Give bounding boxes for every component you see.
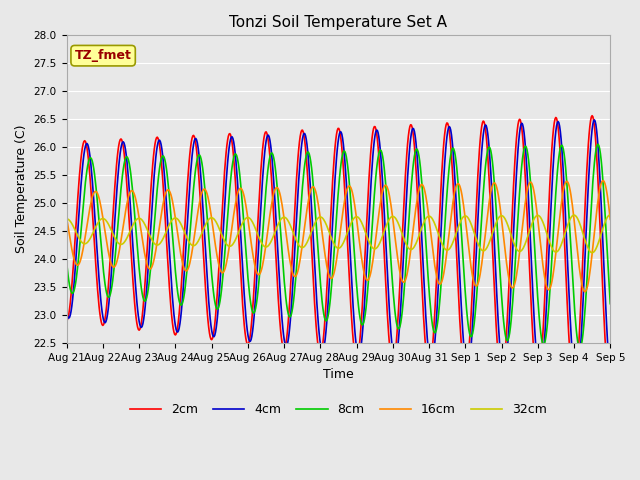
2cm — [72, 216, 80, 222]
16cm — [129, 188, 136, 193]
8cm — [404, 226, 412, 231]
16cm — [580, 289, 588, 295]
32cm — [588, 250, 596, 255]
2cm — [129, 269, 136, 275]
16cm — [184, 267, 191, 273]
4cm — [129, 234, 136, 240]
4cm — [63, 309, 70, 314]
Line: 4cm: 4cm — [67, 120, 611, 384]
32cm — [607, 212, 614, 218]
2cm — [607, 389, 614, 395]
4cm — [212, 324, 220, 330]
4cm — [420, 285, 428, 291]
2cm — [212, 305, 220, 311]
Text: TZ_fmet: TZ_fmet — [75, 49, 132, 62]
Line: 16cm: 16cm — [67, 180, 611, 292]
32cm — [212, 219, 220, 225]
8cm — [63, 259, 70, 264]
Y-axis label: Soil Temperature (C): Soil Temperature (C) — [15, 125, 28, 253]
32cm — [129, 223, 136, 229]
4cm — [591, 117, 598, 123]
8cm — [129, 185, 136, 191]
Line: 32cm: 32cm — [67, 215, 611, 252]
4cm — [184, 216, 191, 222]
4cm — [607, 375, 614, 381]
8cm — [212, 305, 220, 311]
2cm — [420, 325, 428, 331]
X-axis label: Time: Time — [323, 368, 354, 381]
16cm — [72, 262, 80, 267]
Legend: 2cm, 4cm, 8cm, 16cm, 32cm: 2cm, 4cm, 8cm, 16cm, 32cm — [125, 398, 552, 421]
16cm — [607, 216, 614, 222]
8cm — [420, 214, 428, 219]
2cm — [404, 133, 412, 139]
16cm — [212, 248, 220, 254]
32cm — [72, 230, 80, 236]
Title: Tonzi Soil Temperature Set A: Tonzi Soil Temperature Set A — [229, 15, 447, 30]
Line: 8cm: 8cm — [67, 144, 611, 348]
8cm — [607, 301, 614, 307]
4cm — [72, 250, 80, 255]
8cm — [184, 261, 191, 266]
32cm — [63, 216, 70, 222]
32cm — [404, 245, 412, 251]
4cm — [404, 163, 412, 168]
8cm — [576, 346, 584, 351]
2cm — [588, 113, 596, 119]
2cm — [63, 318, 70, 324]
16cm — [404, 264, 412, 270]
Line: 2cm: 2cm — [67, 116, 611, 392]
2cm — [184, 180, 191, 186]
4cm — [572, 381, 580, 386]
32cm — [184, 236, 191, 242]
16cm — [599, 178, 607, 183]
8cm — [72, 275, 80, 281]
8cm — [595, 142, 602, 147]
32cm — [420, 219, 428, 225]
16cm — [63, 214, 70, 220]
16cm — [420, 186, 428, 192]
